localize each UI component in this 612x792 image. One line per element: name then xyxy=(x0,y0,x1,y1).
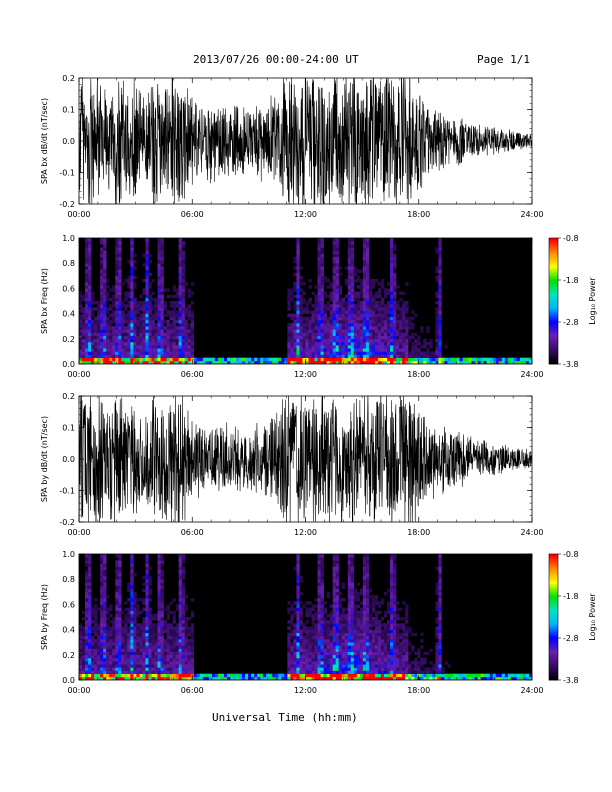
x-tick-label: 12:00 xyxy=(294,370,317,379)
y-tick-label: 0.2 xyxy=(62,392,75,401)
y-tick-label: 0.0 xyxy=(62,455,75,464)
x-tick-label: 24:00 xyxy=(520,370,543,379)
y-tick-label: -0.2 xyxy=(59,518,75,527)
colorbar-frame xyxy=(548,553,559,681)
x-tick-label: 24:00 xyxy=(520,686,543,695)
x-tick-label: 18:00 xyxy=(407,528,430,537)
colorbar-tick-label: -0.8 xyxy=(563,234,579,243)
y-tick-label: 0.0 xyxy=(62,676,75,685)
panel-4: -0.8 -1.8 -2.8 -3.8 Log₁₀ Power 1.0 0.8 0.6 0.4 0… xyxy=(40,550,597,695)
figure-title: 2013/07/26 00:00-24:00 UT xyxy=(193,53,359,66)
x-tick-label: 18:00 xyxy=(407,686,430,695)
x-tick-label: 12:00 xyxy=(294,210,317,219)
x-tick-label: 24:00 xyxy=(520,528,543,537)
panel-1: 0.2 0.1 0.0 -0.1 -0.200:00 06:00 12:00 18:00 24:… xyxy=(40,74,544,219)
spectrogram-cells-2 xyxy=(79,238,532,364)
y-tick-label: 0.4 xyxy=(62,626,75,635)
y-tick-label: 0.4 xyxy=(62,310,75,319)
colorbar-tick-label: -0.8 xyxy=(563,550,579,559)
panel-3: 0.2 0.1 0.0 -0.1 -0.200:00 06:00 12:00 18:00 24:… xyxy=(40,392,544,537)
x-tick-label: 00:00 xyxy=(67,528,90,537)
signal-trace-1 xyxy=(79,78,532,204)
y-tick-label: 0.2 xyxy=(62,651,75,660)
y-tick-label: 1.0 xyxy=(62,550,75,559)
colorbar-label: Log₁₀ Power xyxy=(588,277,597,325)
colorbar-tick-label: -1.8 xyxy=(563,592,579,601)
y-axis-label: SPA by dB/dt (nT/sec) xyxy=(40,416,49,502)
x-tick-label: 00:00 xyxy=(67,370,90,379)
y-tick-label: 0.2 xyxy=(62,74,75,83)
y-tick-label: -0.1 xyxy=(59,169,75,178)
colorbar-frame xyxy=(548,237,559,365)
y-axis-label: SPA by Freq (Hz) xyxy=(40,584,49,650)
colorbar-tick-label: -2.8 xyxy=(563,318,579,327)
x-tick-label: 06:00 xyxy=(181,370,204,379)
y-tick-label: 0.8 xyxy=(62,575,75,584)
x-tick-label: 24:00 xyxy=(520,210,543,219)
x-tick-label: 00:00 xyxy=(67,686,90,695)
colorbar-tick-label: -2.8 xyxy=(563,634,579,643)
colorbar-tick-label: -3.8 xyxy=(563,676,579,685)
colorbar-4: -0.8 -1.8 -2.8 -3.8 Log₁₀ Power xyxy=(548,550,597,685)
x-tick-label: 06:00 xyxy=(181,686,204,695)
x-tick-label: 12:00 xyxy=(294,686,317,695)
y-tick-label: -0.1 xyxy=(59,487,75,496)
x-tick-label: 18:00 xyxy=(407,370,430,379)
x-tick-label: 06:00 xyxy=(181,528,204,537)
y-axis-label: SPA bx Freq (Hz) xyxy=(40,268,49,334)
y-tick-label: 0.6 xyxy=(62,284,75,293)
x-axis-label: Universal Time (hh:mm) xyxy=(212,711,358,724)
y-tick-label: 1.0 xyxy=(62,234,75,243)
panel-2: -0.8 -1.8 -2.8 -3.8 Log₁₀ Power 1.0 0.8 0.6 0.4 0… xyxy=(40,234,597,379)
y-tick-label: 0.1 xyxy=(62,424,75,433)
x-tick-label: 12:00 xyxy=(294,528,317,537)
colorbar-2: -0.8 -1.8 -2.8 -3.8 Log₁₀ Power xyxy=(548,234,597,369)
y-tick-label: 0.1 xyxy=(62,106,75,115)
y-tick-label: 0.0 xyxy=(62,360,75,369)
y-tick-label: 0.6 xyxy=(62,600,75,609)
y-tick-label: -0.2 xyxy=(59,200,75,209)
y-tick-label: 0.2 xyxy=(62,335,75,344)
y-axis-label: SPA bx dB/dt (nT/sec) xyxy=(40,98,49,184)
x-tick-label: 18:00 xyxy=(407,210,430,219)
colorbar-label: Log₁₀ Power xyxy=(588,593,597,641)
y-tick-label: 0.8 xyxy=(62,259,75,268)
x-tick-label: 00:00 xyxy=(67,210,90,219)
colorbar-tick-label: -1.8 xyxy=(563,276,579,285)
colorbar-tick-label: -3.8 xyxy=(563,360,579,369)
spectrogram-cells-4 xyxy=(79,554,532,680)
signal-trace-3 xyxy=(79,396,532,522)
page-number: Page 1/1 xyxy=(477,53,530,66)
y-tick-label: 0.0 xyxy=(62,137,75,146)
x-tick-label: 06:00 xyxy=(181,210,204,219)
